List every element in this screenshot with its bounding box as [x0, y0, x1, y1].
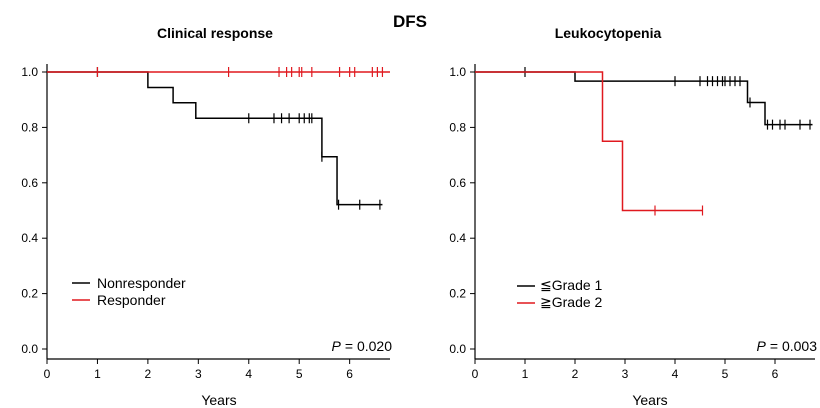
y-tick-label: 1.0: [21, 65, 38, 79]
x-axis-label: Years: [201, 392, 236, 408]
p-value-number: = 0.003: [770, 338, 817, 354]
x-tick-label: 6: [772, 367, 779, 381]
x-tick-label: 4: [672, 367, 679, 381]
plot-area: [475, 67, 813, 216]
p-value: P = 0.020: [332, 338, 393, 354]
panel-clinical-response: Clinical response 0.0 0.2 0.4 0.6 0.8 1.0 0 1 2 3…: [21, 25, 392, 408]
x-tick-label: 5: [722, 367, 729, 381]
y-tick-label: 0.2: [21, 287, 38, 301]
panel-title: Clinical response: [157, 25, 273, 41]
y-tick-label: 1.0: [449, 65, 466, 79]
y-tick-label: 0.4: [449, 231, 466, 245]
x-tick-label: 0: [44, 367, 51, 381]
x-tick-label: 6: [346, 367, 353, 381]
y-tick-label: 0.0: [21, 342, 38, 356]
y-tick-label: 0.8: [449, 120, 466, 134]
x-tick-label: 3: [195, 367, 202, 381]
legend-label-grade2: ≧Grade 2: [540, 294, 603, 310]
survival-curve-series-1: [47, 71, 383, 206]
p-value: P = 0.003: [757, 338, 818, 354]
survival-curve-series-1: [475, 71, 813, 126]
plot-area: [47, 67, 390, 210]
y-tick-label: 0.6: [449, 176, 466, 190]
y-tick-label: 0.6: [21, 176, 38, 190]
y-tick-label: 0.2: [449, 287, 466, 301]
legend: Nonresponder Responder: [72, 275, 186, 308]
x-tick-label: 2: [145, 367, 152, 381]
legend-label-nonresponder: Nonresponder: [97, 275, 186, 291]
y-tick-label: 0.8: [21, 120, 38, 134]
p-value-number: = 0.020: [345, 338, 392, 354]
x-tick-label: 2: [572, 367, 579, 381]
legend-label-responder: Responder: [97, 292, 166, 308]
x-tick-label: 3: [622, 367, 629, 381]
axes: 0.0 0.2 0.4 0.6 0.8 1.0 0 1 2 3 4 5 6: [449, 64, 815, 381]
x-tick-label: 1: [522, 367, 529, 381]
x-tick-label: 0: [472, 367, 479, 381]
p-value-label: P: [332, 338, 342, 354]
y-tick-label: 0.4: [21, 231, 38, 245]
x-tick-label: 4: [245, 367, 252, 381]
legend-label-grade1: ≦Grade 1: [540, 277, 603, 293]
x-tick-label: 1: [94, 367, 101, 381]
x-axis-label: Years: [632, 392, 667, 408]
survival-curve-series-2: [475, 71, 703, 212]
legend: ≦Grade 1 ≧Grade 2: [517, 277, 603, 310]
p-value-label: P: [757, 338, 767, 354]
axes: 0.0 0.2 0.4 0.6 0.8 1.0 0 1 2 3 4 5 6: [21, 64, 390, 381]
y-tick-label: 0.0: [449, 342, 466, 356]
panel-title: Leukocytopenia: [555, 25, 662, 41]
figure-title: DFS: [393, 12, 427, 31]
x-tick-label: 5: [296, 367, 303, 381]
panel-leukocytopenia: Leukocytopenia 0.0 0.2 0.4 0.6 0.8 1.0 0 1 2 3 4 5 6…: [449, 25, 817, 408]
